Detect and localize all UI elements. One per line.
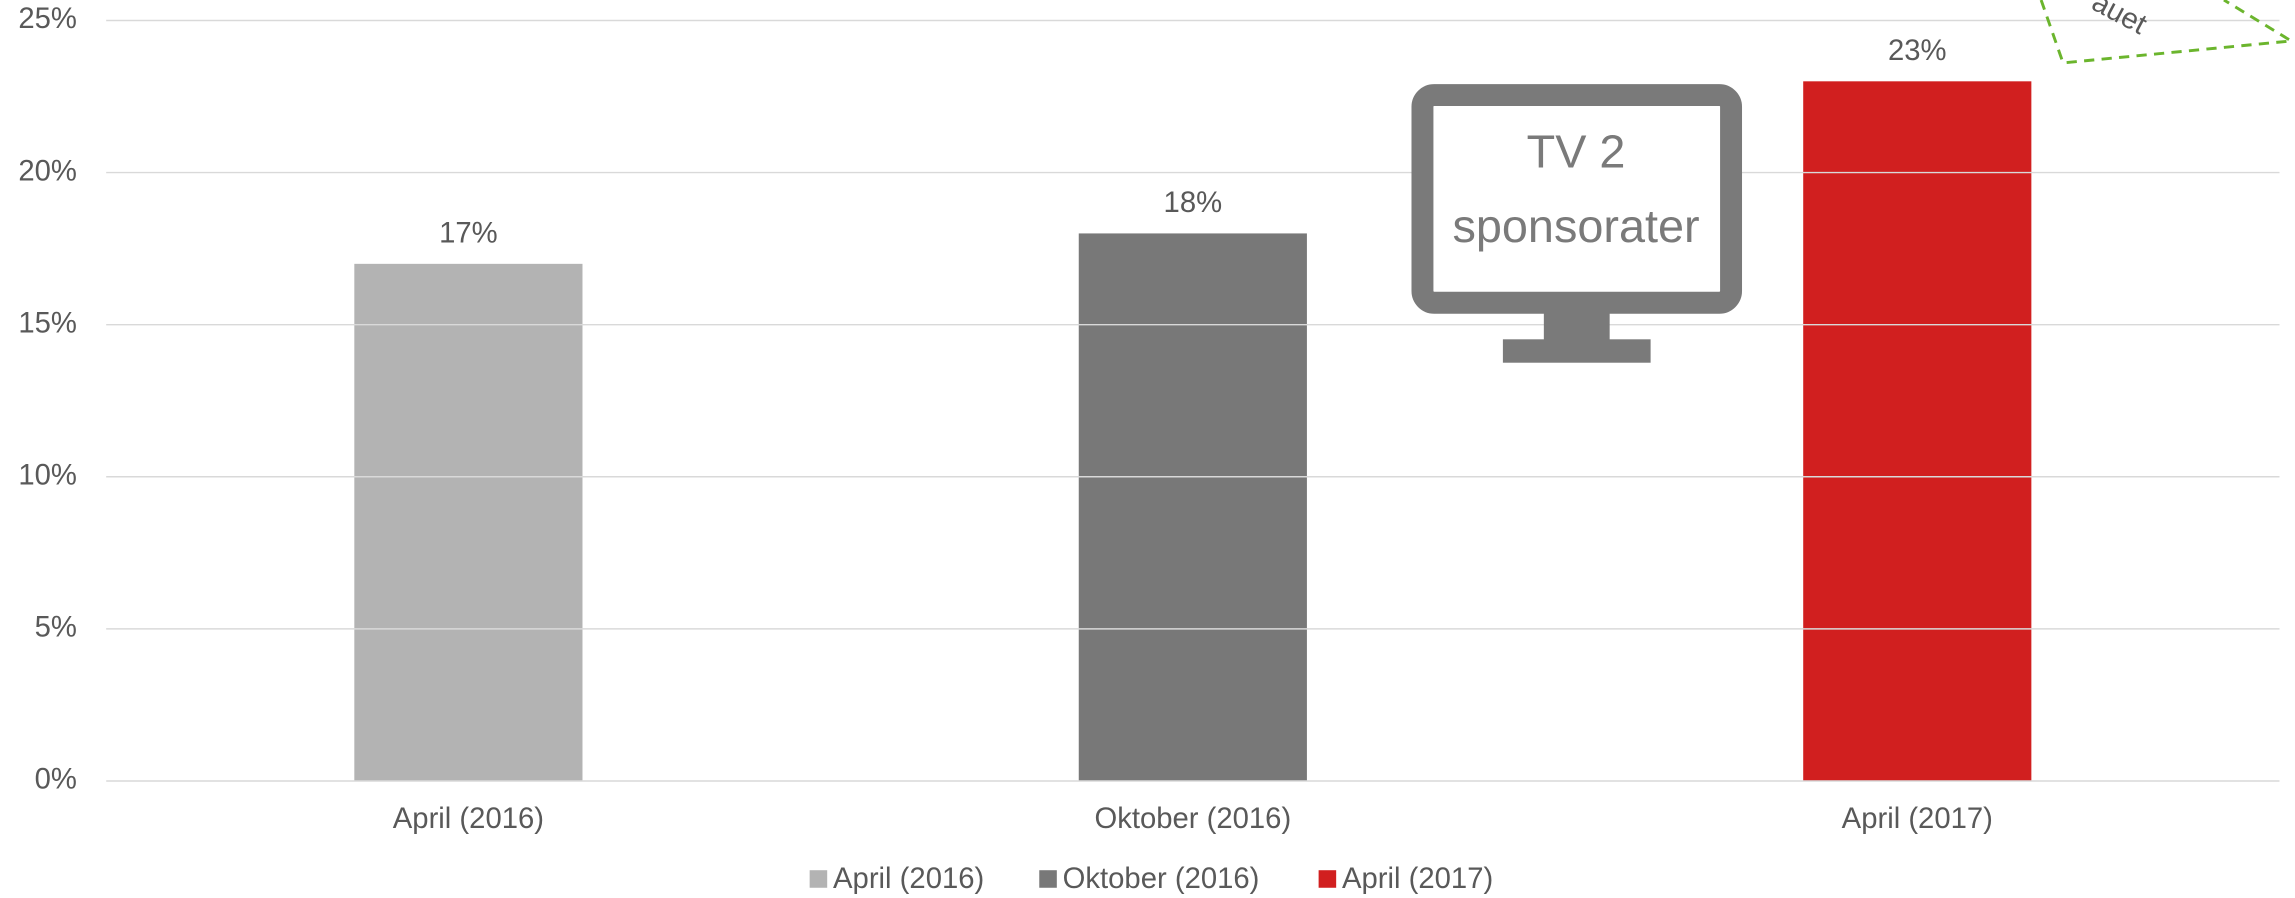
x-tick-label: Oktober (2016) — [1094, 803, 1291, 835]
legend-swatch — [1039, 870, 1057, 888]
tv-base — [1502, 339, 1651, 363]
y-tick-label: 0% — [35, 764, 77, 796]
tv-stand — [1543, 311, 1610, 341]
data-label: 23% — [1888, 35, 1947, 67]
tv-screen — [1411, 84, 1743, 314]
y-tick-label: 10% — [18, 460, 77, 492]
y-tick-label: 5% — [35, 612, 77, 644]
bar — [1078, 233, 1307, 781]
legend-swatch — [809, 870, 828, 888]
data-label: 17% — [439, 217, 498, 249]
annotation: TV 2 — [1527, 125, 1626, 177]
data-label: 18% — [1164, 187, 1223, 219]
bar — [354, 263, 583, 781]
callout: auet — [2039, 0, 2295, 65]
annotation: sponsorater — [1452, 200, 1699, 252]
bar — [1803, 81, 2032, 781]
y-tick-label: 20% — [18, 155, 77, 187]
tv-icon: TV 2 sponsorater — [1411, 84, 1743, 363]
y-tick-label: 15% — [18, 307, 77, 339]
callout-border — [2039, 0, 2295, 65]
y-tick-label: 25% — [18, 3, 77, 35]
legend-label: April (2017) — [1342, 863, 1493, 895]
x-tick-label: April (2017) — [1842, 803, 1993, 835]
x-tick-label: April (2016) — [393, 803, 544, 835]
legend-label: April (2016) — [833, 863, 984, 895]
legend-swatch — [1318, 870, 1337, 888]
legend-label: Oktober (2016) — [1063, 863, 1260, 895]
